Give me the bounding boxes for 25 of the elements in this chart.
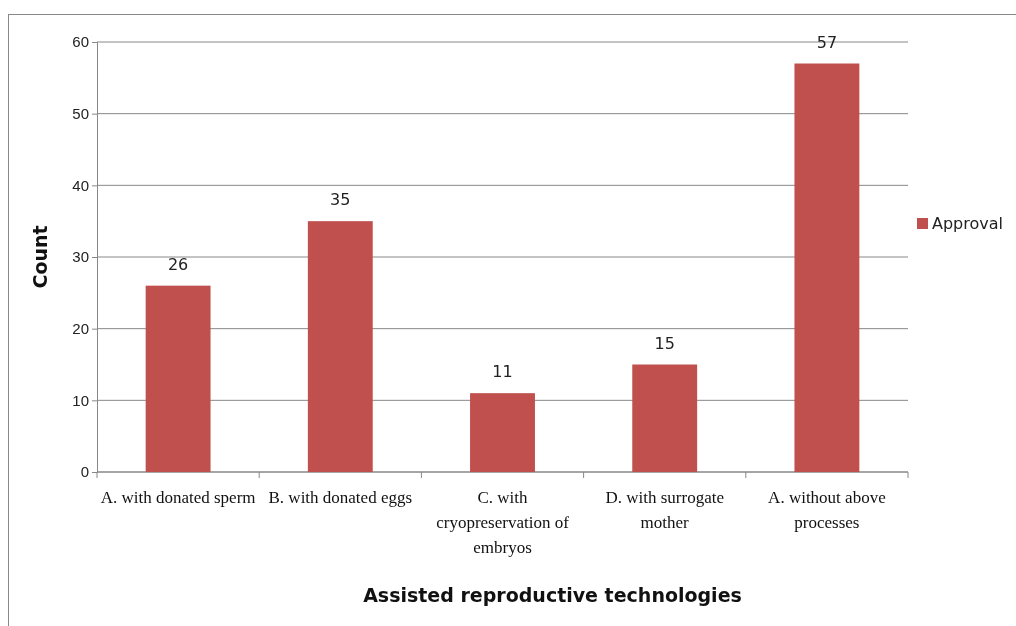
y-tick-label: 40	[72, 176, 89, 194]
y-tick-label: 0	[80, 463, 89, 481]
data-label: 57	[816, 32, 838, 52]
data-label: 35	[330, 190, 351, 210]
y-axis-title: Count	[29, 225, 51, 289]
data-label: 11	[492, 362, 513, 382]
bar	[470, 393, 535, 472]
bar	[145, 285, 211, 472]
bar	[794, 63, 860, 472]
y-tick-label: 50	[72, 104, 89, 122]
y-tick-label: 20	[72, 319, 89, 337]
x-tick-label: A. with donated sperm	[100, 488, 256, 507]
x-tick-label: D. with surrogate mother	[605, 488, 724, 532]
x-axis-title: Assisted reproductive technologies	[363, 584, 742, 606]
y-tick-label: 60	[72, 33, 89, 51]
data-label: 15	[654, 333, 675, 353]
data-label: 26	[167, 254, 189, 274]
bar	[307, 221, 373, 472]
bar	[632, 364, 698, 472]
x-tick-label: C. with cryopreservation of embryos	[436, 488, 570, 557]
x-tick-label: A. without above processes	[768, 488, 886, 532]
x-tick-label: B. with donated eggs	[268, 488, 413, 507]
y-tick-label: 30	[72, 248, 89, 266]
y-tick-label: 10	[72, 391, 89, 409]
legend-label: Approval	[932, 214, 1003, 233]
